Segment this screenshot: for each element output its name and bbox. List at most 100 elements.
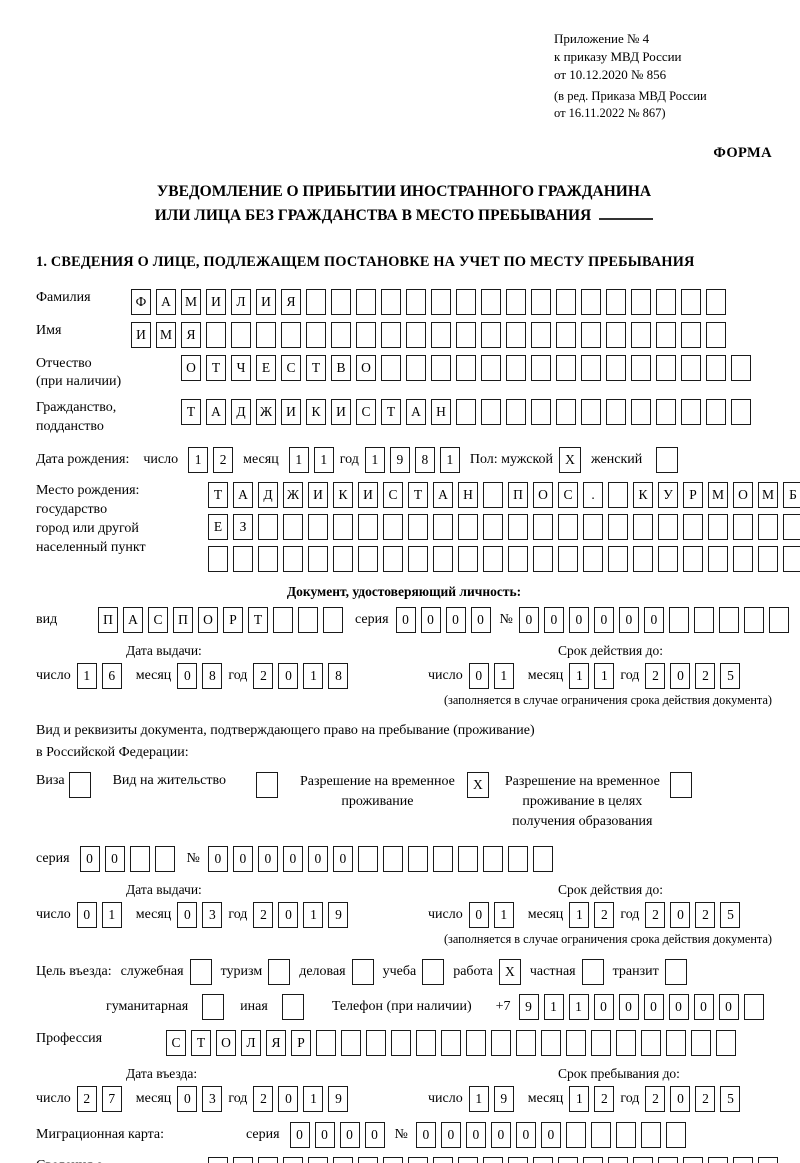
char-cell: Т — [208, 482, 228, 509]
char-cell — [706, 288, 726, 315]
char-cell: 0 — [670, 902, 691, 929]
char-cell: З — [233, 514, 253, 541]
char-cell: 3 — [202, 1086, 223, 1113]
char-cell — [416, 1030, 436, 1057]
char-cell: 1 — [188, 447, 209, 474]
surname-label: Фамилия — [36, 289, 91, 305]
char-cell — [608, 546, 628, 573]
char-cell: 0 — [440, 1122, 461, 1149]
form-title-line2-wrap: ИЛИ ЛИЦА БЕЗ ГРАЖДАНСТВА В МЕСТО ПРЕБЫВА… — [36, 204, 772, 228]
legal-reps-row: Сведения о законных представителях (роди… — [36, 1157, 778, 1163]
char-cell: 0 — [490, 1122, 511, 1149]
char-cell: 1 — [569, 902, 590, 929]
appendix-amendment: (в ред. Приказа МВД России от 16.11.2022… — [554, 88, 707, 121]
form-title-line2: ИЛИ ЛИЦА БЕЗ ГРАЖДАНСТВА В МЕСТО ПРЕБЫВА… — [154, 206, 592, 224]
issue-day-label: число — [36, 667, 71, 683]
char-cell: 0 — [314, 1122, 335, 1149]
char-cell — [706, 321, 726, 348]
char-cell — [406, 354, 426, 381]
residence-permit-options: Виза Вид на жительство Разрешение на вре… — [36, 771, 772, 833]
char-cell — [482, 846, 503, 873]
char-cell — [483, 1157, 503, 1163]
char-cell — [516, 1030, 536, 1057]
char-cell: С — [148, 607, 168, 634]
char-cell: 1 — [493, 902, 514, 929]
char-cell — [606, 399, 626, 426]
residence-expiry-heading: Срок действия до: — [558, 882, 663, 898]
purpose-humanitarian-checkbox — [202, 994, 225, 1021]
char-cell: Р — [683, 482, 703, 509]
purpose-tourism-checkbox — [268, 959, 291, 986]
char-cell: 8 — [328, 663, 349, 690]
char-cell — [233, 546, 253, 573]
char-cell — [706, 399, 726, 426]
char-cell: П — [98, 607, 118, 634]
char-cell — [281, 321, 301, 348]
char-cell: А — [206, 399, 226, 426]
char-cell — [631, 288, 651, 315]
char-cell — [357, 846, 378, 873]
char-cell: 1 — [303, 902, 324, 929]
char-cell — [558, 514, 578, 541]
char-cell — [283, 546, 303, 573]
char-cell — [758, 514, 778, 541]
char-cell — [306, 321, 326, 348]
char-cell: 0 — [278, 1086, 299, 1113]
char-cell: Ф — [131, 288, 151, 315]
char-cell: 3 — [202, 902, 223, 929]
char-cell — [283, 514, 303, 541]
char-cell — [558, 546, 578, 573]
purpose-study-checkbox — [422, 959, 445, 986]
birth-place-row: Место рождения: государство город или др… — [36, 482, 800, 573]
char-cell — [406, 321, 426, 348]
char-cell: 1 — [569, 663, 590, 690]
char-cell: 0 — [718, 994, 739, 1021]
char-cell: Ж — [256, 399, 276, 426]
char-cell: И — [256, 288, 276, 315]
residence-number-label: № — [186, 850, 200, 866]
char-cell — [431, 354, 451, 381]
char-cell — [508, 546, 528, 573]
char-cell: И — [308, 482, 328, 509]
char-cell: 0 — [339, 1122, 360, 1149]
char-cell: Я — [281, 288, 301, 315]
char-cell: Д — [231, 399, 251, 426]
birth-month-label: месяц — [243, 451, 279, 467]
char-cell — [331, 321, 351, 348]
legal-reps-right: 1122 (при заполнении указываются фамилия… — [208, 1157, 778, 1163]
char-cell — [508, 1157, 528, 1163]
char-cell — [358, 514, 378, 541]
purpose-option-tourism: туризм — [221, 959, 291, 986]
char-cell: О — [533, 482, 553, 509]
char-cell: 0 — [618, 607, 639, 634]
char-cell — [656, 354, 676, 381]
temp-residence-edu-label: Разрешение на временное проживание в цел… — [504, 773, 660, 830]
visa-label: Виза — [36, 772, 65, 788]
char-cell: М — [758, 482, 778, 509]
char-cell: Т — [306, 354, 326, 381]
char-cell — [531, 321, 551, 348]
citizenship-label: Гражданство, подданство — [36, 400, 117, 435]
char-cell: 0 — [518, 607, 539, 634]
purpose-option-study: учеба — [383, 959, 445, 986]
char-cell — [481, 321, 501, 348]
char-cell: 0 — [670, 663, 691, 690]
birth-place-label: Место рождения: государство город или др… — [36, 483, 146, 555]
char-cell — [718, 607, 739, 634]
char-cell: М — [181, 288, 201, 315]
section1-heading: 1. СВЕДЕНИЯ О ЛИЦЕ, ПОДЛЕЖАЩЕМ ПОСТАНОВК… — [36, 253, 695, 270]
char-cell: 0 — [332, 846, 353, 873]
sex-male-label: Пол: мужской — [469, 451, 554, 467]
entry-month-label: месяц — [135, 1090, 172, 1106]
char-cell: 1 — [233, 1157, 253, 1163]
